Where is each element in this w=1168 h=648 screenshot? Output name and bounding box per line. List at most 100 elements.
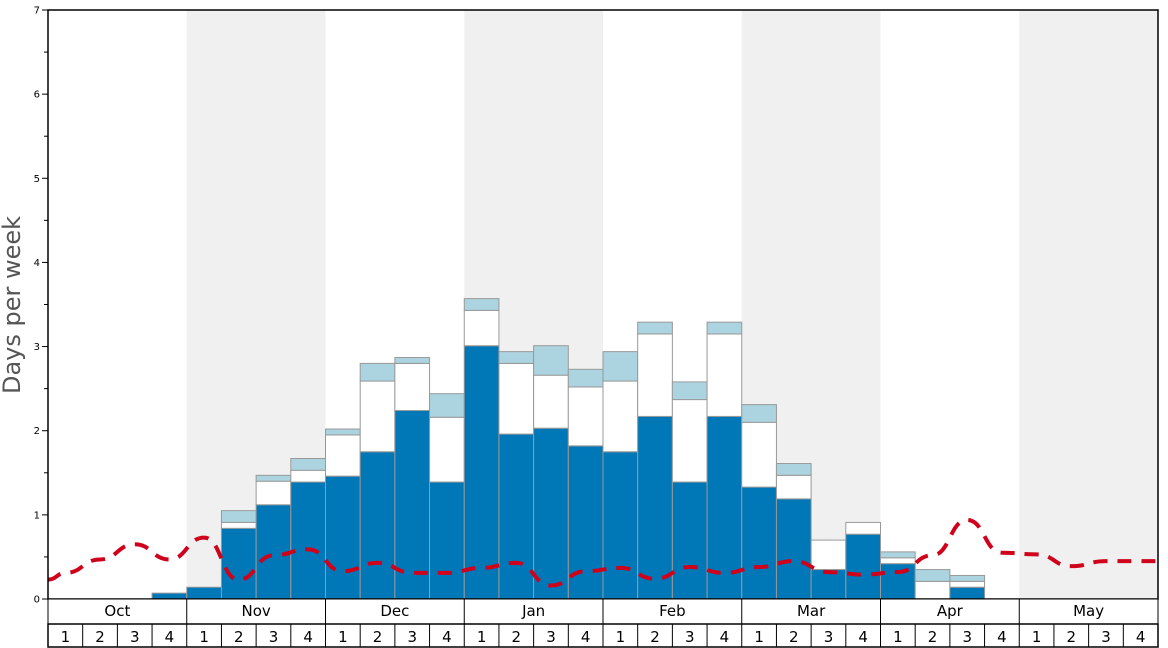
bar-top — [533, 345, 569, 376]
week-label: 2 — [789, 628, 799, 646]
month-label: Nov — [241, 602, 270, 620]
bars — [151, 298, 986, 600]
bar-base — [671, 481, 708, 600]
bar-top — [359, 362, 396, 382]
week-label: 3 — [962, 628, 972, 646]
month-label: Oct — [104, 602, 130, 620]
bar-top — [255, 474, 292, 482]
week-label: 2 — [650, 628, 660, 646]
bar-base — [290, 481, 326, 600]
week-label: 1 — [61, 628, 71, 646]
bar-top — [290, 457, 326, 471]
week-label: 4 — [1136, 628, 1146, 646]
y-tick-label: 3 — [34, 342, 40, 353]
bar-middle — [845, 521, 881, 535]
bar-top — [914, 569, 951, 582]
week-label: 4 — [581, 628, 591, 646]
week-label: 3 — [685, 628, 695, 646]
month-label: Jan — [521, 602, 545, 620]
bar-middle — [567, 386, 604, 447]
bar-base — [949, 586, 986, 600]
bar-middle — [220, 521, 257, 529]
bar-base — [463, 345, 500, 600]
week-label: 2 — [95, 628, 105, 646]
bar-top — [706, 321, 743, 335]
bar-middle — [741, 421, 777, 488]
bar-base — [533, 427, 569, 600]
week-label: 2 — [1067, 628, 1077, 646]
bar-top — [775, 463, 812, 476]
bar-middle — [914, 580, 951, 600]
bar-middle — [949, 580, 986, 588]
month-label: Mar — [797, 602, 826, 620]
bar-middle — [325, 434, 361, 477]
week-label: 2 — [373, 628, 383, 646]
week-label: 2 — [928, 628, 938, 646]
week-label: 3 — [407, 628, 417, 646]
week-label: 4 — [720, 628, 730, 646]
week-label: 1 — [893, 628, 903, 646]
bar-top — [220, 510, 257, 523]
week-label: 4 — [303, 628, 313, 646]
bar-middle — [706, 333, 743, 417]
bar-base — [637, 415, 673, 600]
week-label: 1 — [338, 628, 348, 646]
y-tick-label: 5 — [34, 174, 40, 185]
bar-base — [880, 563, 916, 600]
bar-top — [567, 368, 604, 388]
month-label: Apr — [937, 602, 964, 620]
week-label: 1 — [477, 628, 487, 646]
bar-base — [741, 486, 777, 600]
y-tick-label: 1 — [34, 510, 40, 521]
week-label: 2 — [234, 628, 244, 646]
bar-top — [949, 574, 986, 582]
bar-base — [151, 592, 188, 600]
week-label: 1 — [1032, 628, 1042, 646]
bar-middle — [429, 416, 465, 483]
month-label: May — [1073, 602, 1104, 620]
bar-base — [498, 433, 535, 600]
bar-top — [429, 393, 465, 418]
week-label: 2 — [512, 628, 522, 646]
bar-base — [394, 410, 431, 600]
week-label: 4 — [165, 628, 175, 646]
bar-top — [325, 428, 361, 436]
bar-base — [186, 586, 222, 600]
bar-middle — [255, 480, 292, 506]
axis-labels: 0 1 2 3 4 5 6 7 Oct Nov Dec Jan Feb Mar Apr May 1 2 3 4 1 2 3 4… — [34, 6, 1146, 647]
y-tick-label: 4 — [34, 258, 40, 269]
y-tick-label: 6 — [34, 90, 40, 101]
bar-top — [880, 551, 916, 559]
bar-base — [429, 481, 465, 600]
axes — [42, 9, 1159, 648]
bar-base — [255, 504, 292, 600]
week-label: 1 — [199, 628, 209, 646]
week-label: 4 — [442, 628, 452, 646]
week-label: 3 — [546, 628, 556, 646]
bar-top — [671, 381, 708, 401]
week-label: 1 — [616, 628, 626, 646]
bar-top — [741, 404, 777, 423]
week-label: 3 — [130, 628, 140, 646]
bar-base — [220, 527, 257, 600]
bar-middle — [637, 333, 673, 417]
bar-base — [325, 475, 361, 600]
bar-middle — [671, 399, 708, 483]
bar-base — [775, 498, 812, 600]
bar-middle — [880, 557, 916, 565]
week-label: 3 — [269, 628, 279, 646]
dashed-line — [47, 517, 1158, 588]
dashed-series-line — [47, 517, 1158, 588]
y-tick-label: 7 — [34, 6, 40, 17]
bar-middle — [775, 474, 812, 500]
bar-base — [845, 533, 881, 600]
month-shading — [186, 10, 1158, 599]
y-axis-label: Days per week — [0, 216, 26, 394]
month-label: Dec — [380, 602, 409, 620]
week-label: 3 — [1101, 628, 1111, 646]
week-label: 4 — [997, 628, 1007, 646]
bar-middle — [290, 469, 326, 483]
bar-top — [394, 357, 431, 364]
